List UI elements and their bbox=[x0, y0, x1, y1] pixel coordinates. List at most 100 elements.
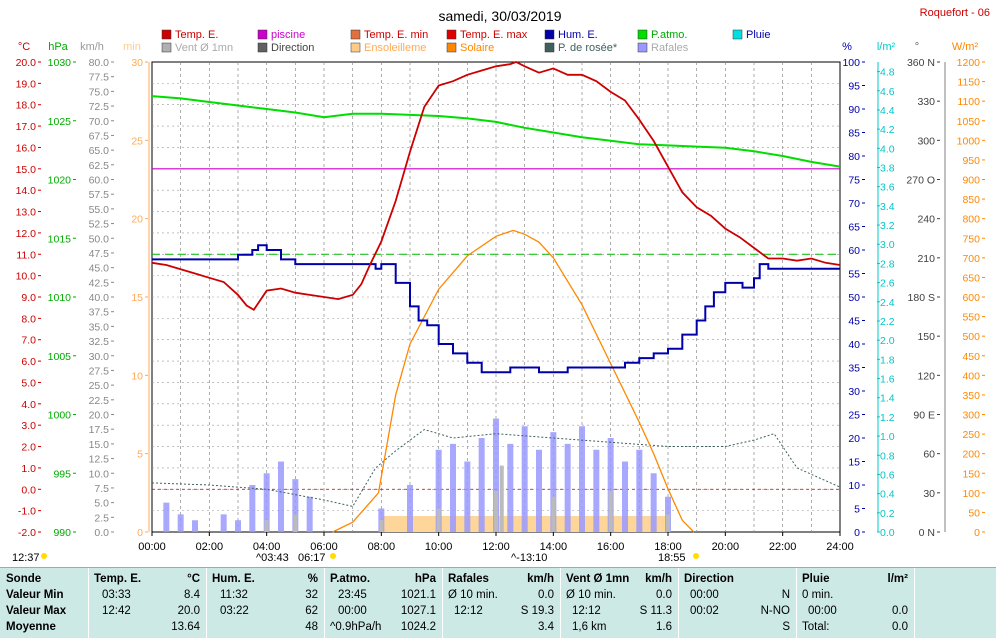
gust-bar bbox=[278, 461, 284, 532]
gust-bar bbox=[306, 496, 313, 532]
gust-bar bbox=[192, 520, 198, 532]
rain-tick-label: 0.4 bbox=[880, 489, 895, 501]
wind-bar bbox=[551, 496, 556, 532]
hum-tick-label: 65 bbox=[848, 222, 860, 234]
gust-bar bbox=[493, 418, 499, 532]
wind-tick-label: 57.5 bbox=[89, 189, 110, 201]
rain-tick-label: 4.4 bbox=[880, 105, 895, 117]
temp-tick-label: 10.0 bbox=[16, 271, 37, 283]
gust-bar bbox=[507, 443, 514, 532]
rain-tick-label: 2.6 bbox=[880, 278, 895, 290]
rain-tick-label: 1.0 bbox=[880, 431, 895, 443]
dir-tick-label: 270 O bbox=[906, 175, 935, 187]
wind-tick-label: 75.0 bbox=[89, 86, 110, 98]
wind-tick-label: 72.5 bbox=[89, 101, 110, 113]
temp-avg-value: 13.64 bbox=[171, 621, 200, 633]
chart-title: samedi, 30/03/2019 bbox=[439, 8, 562, 24]
temp-title: Temp. E. bbox=[94, 573, 142, 585]
wind-max-value: S 11.3 bbox=[639, 605, 672, 617]
temp-min-time: 03:33 bbox=[102, 589, 131, 601]
legend-label-4: Hum. E. bbox=[558, 29, 598, 41]
sunset-label: 18:55 bbox=[658, 552, 686, 564]
hum-tick-label: 90 bbox=[848, 104, 860, 116]
legend-label-8: Direction bbox=[271, 42, 314, 54]
rain-tick-label: 3.4 bbox=[880, 201, 895, 213]
press-tick-label: 995 bbox=[53, 468, 71, 480]
hum-max-value: 62 bbox=[305, 605, 318, 617]
solar-tick-label: 350 bbox=[962, 390, 980, 402]
legend-label-9: Ensoleilleme bbox=[364, 42, 426, 54]
press-tick-label: 1020 bbox=[48, 175, 72, 187]
temp-tick-label: 11.0 bbox=[16, 249, 36, 261]
hum-avg-value: 48 bbox=[305, 621, 318, 633]
solar-tick-label: 100 bbox=[962, 488, 980, 500]
press-unit-label: hPa bbox=[414, 573, 436, 585]
bottom-marks: 12:37 ^03:43 06:17 ^-13:10 18:55 bbox=[12, 552, 699, 564]
sun-marker bbox=[41, 553, 47, 559]
gust-bar bbox=[163, 502, 170, 532]
x-tick-label: 08:00 bbox=[368, 541, 396, 553]
press-max-value: 1027.1 bbox=[400, 605, 436, 617]
solar-tick-label: 950 bbox=[962, 155, 980, 167]
summary-temp: Temp. E. °C 03:33 8.4 12:42 20.0 13.64 bbox=[94, 568, 204, 638]
wind-tick-label: 80.0 bbox=[89, 57, 110, 69]
dir-tick-label: 330 bbox=[917, 96, 935, 108]
temp-unit-label: °C bbox=[187, 573, 200, 585]
gust-bar bbox=[263, 473, 270, 532]
gust-max-time: 12:12 bbox=[454, 605, 483, 617]
dir-tick-label: 300 bbox=[917, 135, 935, 147]
legend-label-6: Pluie bbox=[746, 29, 770, 41]
wind-tick-label: 65.0 bbox=[89, 145, 110, 157]
gust-unit-label: km/h bbox=[527, 573, 554, 585]
solar-tick-label: 1150 bbox=[957, 77, 980, 89]
gust-bar bbox=[177, 514, 184, 532]
legend-swatch bbox=[637, 42, 648, 53]
legend-swatch bbox=[161, 29, 172, 40]
temp-tick-label: 5.0 bbox=[21, 377, 36, 389]
gust-bar bbox=[636, 449, 643, 532]
hum-title: Hum. E. bbox=[212, 573, 255, 585]
wind-tick-label: 45.0 bbox=[89, 263, 110, 275]
press-unit: hPa bbox=[48, 41, 68, 53]
rain-tick-label: 1.2 bbox=[880, 412, 895, 424]
gust-bar bbox=[235, 520, 241, 532]
rain-tick-label: 0.8 bbox=[880, 450, 895, 462]
temp-tick-label: 13.0 bbox=[16, 207, 37, 219]
wind-tick-label: 0.0 bbox=[94, 527, 109, 539]
min-tick-label: 30 bbox=[131, 57, 143, 69]
hum-min-value: 32 bbox=[305, 589, 318, 601]
solar-tick-label: 1050 bbox=[957, 116, 981, 128]
hum-tick-label: 85 bbox=[848, 128, 860, 140]
temp-max-time: 12:42 bbox=[102, 605, 131, 617]
hum-tick-label: 100 bbox=[842, 57, 860, 69]
min-tick-label: 25 bbox=[131, 135, 143, 147]
row-label-max: Valeur Max bbox=[6, 605, 67, 617]
summary-gust: Rafales km/h Ø 10 min. 0.0 12:12 S 19.3 3.4 bbox=[448, 568, 558, 638]
hum-tick-label: 35 bbox=[848, 363, 860, 375]
gust-bar bbox=[435, 449, 442, 532]
solar-tick-label: 0 bbox=[974, 527, 980, 539]
rain-tick-label: 2.4 bbox=[880, 297, 895, 309]
wind-title: Vent Ø 1mn bbox=[566, 573, 630, 585]
wind-tick-label: 10.0 bbox=[89, 468, 110, 480]
solar-tick-label: 50 bbox=[968, 507, 980, 519]
rain-tick-label: 1.8 bbox=[880, 354, 895, 366]
rain-tick-label: 3.6 bbox=[880, 182, 895, 194]
legend-label-2: Temp. E. min bbox=[364, 29, 428, 41]
wind-tick-label: 42.5 bbox=[89, 277, 110, 289]
temp-tick-label: 17.0 bbox=[16, 121, 37, 133]
dir-tick-label: 360 N bbox=[907, 57, 935, 69]
wind-tick-label: 67.5 bbox=[89, 130, 110, 142]
gust-bar bbox=[407, 485, 413, 532]
temp-tick-label: 1.0 bbox=[21, 463, 36, 475]
rain-total-value: 0.0 bbox=[892, 621, 908, 633]
gust-bar bbox=[564, 443, 571, 532]
press-min-value: 1021.1 bbox=[400, 589, 436, 601]
summary-press: P.atmo. hPa 23:45 1021.1 00:00 1027.1 ^0.9h… bbox=[330, 568, 440, 638]
axes: 20.0 19.0 18.0 17.0 16.0 15.0 14.0 13.0 12.0 11.0… bbox=[16, 57, 985, 553]
min-tick-label: 5 bbox=[137, 449, 143, 461]
wind-tick-label: 5.0 bbox=[94, 498, 109, 510]
press-title: P.atmo. bbox=[330, 573, 371, 585]
wind-unit-label: km/h bbox=[645, 573, 672, 585]
hum-tick-label: 15 bbox=[848, 457, 860, 469]
